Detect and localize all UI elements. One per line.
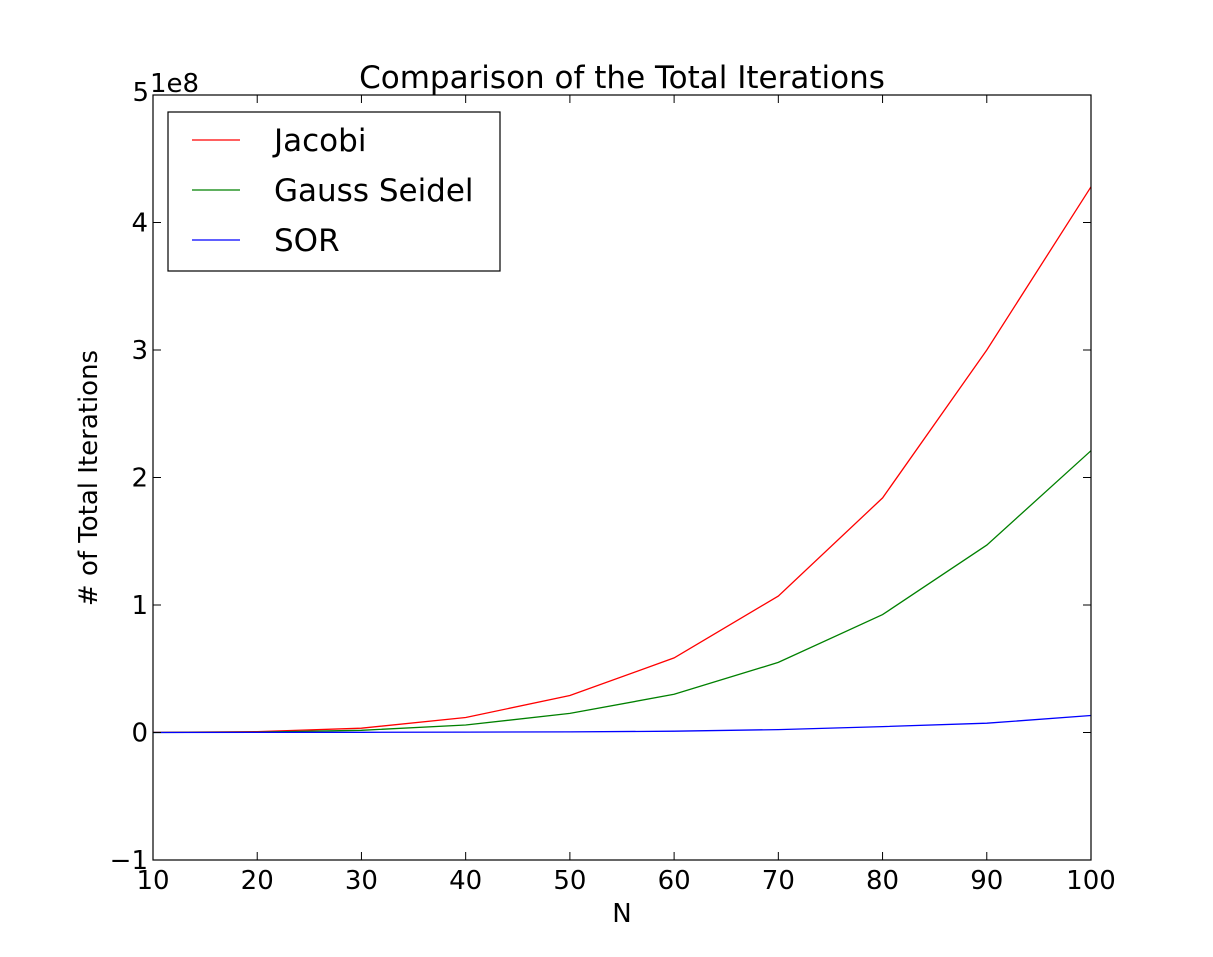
x-tick-label: 20: [241, 866, 274, 896]
x-tick-label: 40: [449, 866, 482, 896]
y-tick-label: −1: [110, 846, 148, 876]
series-line-jacobi: [152, 186, 1092, 734]
legend-label: Gauss Seidel: [274, 173, 474, 209]
legend: Jacobi Gauss Seidel SOR: [167, 111, 501, 272]
x-tick-label: 30: [345, 866, 378, 896]
x-tick-label: 60: [658, 866, 691, 896]
x-axis-title: N: [612, 899, 631, 929]
x-tick-label: 100: [1066, 866, 1116, 896]
y-tick-label: 4: [131, 209, 148, 239]
series-line-sor: [152, 714, 1092, 734]
x-tick-label: 80: [866, 866, 899, 896]
chart-title: Comparison of the Total Iterations: [359, 60, 885, 96]
x-tick-label: 50: [553, 866, 586, 896]
y-tick-label: 0: [131, 719, 148, 749]
y-tick-label: 3: [131, 336, 148, 366]
y-axis-title: # of Total Iterations: [74, 350, 104, 606]
legend-frame: [167, 111, 501, 272]
y-scale-label: 1e8: [150, 69, 199, 99]
x-tick-label: 90: [970, 866, 1003, 896]
ticks-layer: 10 20 30 40 50 60 70 80 90 100 −1 0 1 2 3 4 5: [110, 78, 1116, 896]
series-layer: [152, 186, 1092, 734]
x-tick-label: 10: [136, 866, 169, 896]
y-tick-label: 5: [132, 78, 149, 108]
y-tick-label: 1: [131, 591, 148, 621]
legend-label: Jacobi: [272, 123, 366, 159]
series-line-gauss-seidel: [152, 450, 1092, 734]
legend-label: SOR: [274, 223, 340, 259]
y-tick-label: 2: [131, 464, 148, 494]
x-tick-label: 70: [762, 866, 795, 896]
